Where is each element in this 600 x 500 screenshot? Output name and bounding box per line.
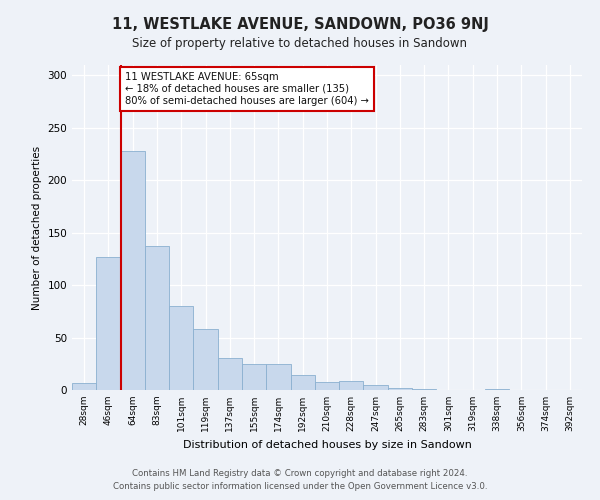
Text: 11, WESTLAKE AVENUE, SANDOWN, PO36 9NJ: 11, WESTLAKE AVENUE, SANDOWN, PO36 9NJ <box>112 18 488 32</box>
Bar <box>388 388 412 390</box>
Bar <box>315 382 339 390</box>
Bar <box>485 389 509 390</box>
Bar <box>242 364 266 390</box>
Bar <box>96 257 121 390</box>
Bar <box>266 364 290 390</box>
Bar <box>193 329 218 390</box>
Text: Contains HM Land Registry data © Crown copyright and database right 2024.
Contai: Contains HM Land Registry data © Crown c… <box>113 469 487 491</box>
Text: Size of property relative to detached houses in Sandown: Size of property relative to detached ho… <box>133 38 467 51</box>
Text: 11 WESTLAKE AVENUE: 65sqm
← 18% of detached houses are smaller (135)
80% of semi: 11 WESTLAKE AVENUE: 65sqm ← 18% of detac… <box>125 72 370 106</box>
Y-axis label: Number of detached properties: Number of detached properties <box>32 146 42 310</box>
Bar <box>412 389 436 390</box>
Bar <box>145 246 169 390</box>
X-axis label: Distribution of detached houses by size in Sandown: Distribution of detached houses by size … <box>182 440 472 450</box>
Bar <box>339 380 364 390</box>
Bar <box>169 306 193 390</box>
Bar <box>364 385 388 390</box>
Bar <box>72 382 96 390</box>
Bar <box>121 151 145 390</box>
Bar <box>218 358 242 390</box>
Bar <box>290 376 315 390</box>
